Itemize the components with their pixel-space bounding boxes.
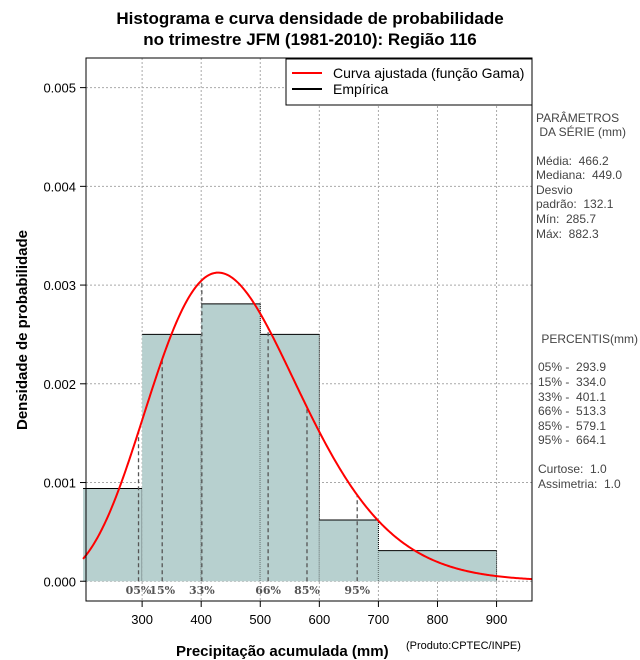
stat-media: Média: 466.2 [536, 154, 609, 168]
chart-title-line-2: no trimestre JFM (1981-2010): Região 116 [143, 30, 477, 49]
percentile-label-0: 05% [126, 584, 152, 597]
percentile-label-5: 95% [344, 584, 370, 597]
x-tick-label-3: 600 [308, 612, 330, 627]
histogram-bar-1 [142, 334, 202, 582]
plot-frame [85, 57, 533, 602]
x-tick-label-6: 900 [486, 612, 508, 627]
histogram-bar-0 [83, 488, 143, 582]
stat-max: Máx: 882.3 [536, 227, 599, 241]
y-tick-label-3: 0.003 [43, 278, 76, 293]
y-tick-label-5: 0.005 [43, 81, 76, 96]
percentil-33: 33% - 401.1 [538, 390, 607, 404]
legend-box [285, 58, 533, 106]
x-tick-label-5: 800 [427, 612, 449, 627]
y-tick-label-0: 0.000 [43, 574, 76, 589]
percentil-95: 95% - 664.1 [538, 433, 607, 447]
product-credit: (Produto:CPTEC/INPE) [406, 640, 521, 652]
stat-desvio-line-1: Desvio [536, 183, 573, 197]
y-axis-label: Densidade de probabilidade [14, 230, 31, 430]
percentil-15: 15% - 334.0 [538, 375, 607, 389]
y-tick-label-2: 0.002 [43, 377, 76, 392]
histogram-bar-2 [201, 303, 261, 582]
x-tick-label-2: 500 [249, 612, 271, 627]
params-title-line-2: DA SÉRIE (mm) [536, 125, 627, 139]
histogram-bars [83, 303, 498, 582]
x-tick-label-0: 300 [131, 612, 153, 627]
stat-min: Mín: 285.7 [536, 212, 597, 226]
y-tick-label-1: 0.001 [43, 476, 76, 491]
x-axis-label: Precipitação acumulada (mm) [176, 643, 389, 660]
params-title-line-1: PARÂMETROS [536, 111, 620, 125]
gamma-fit-curve [82, 271, 533, 581]
stat-curtose: Curtose: 1.0 [538, 462, 607, 476]
percentile-label-4: 85% [294, 584, 320, 597]
percentis-title: PERCENTIS(mm) [538, 332, 638, 346]
percentile-label-3: 66% [255, 584, 281, 597]
y-tick-label-4: 0.004 [43, 179, 76, 194]
histogram-bar-4 [319, 520, 379, 582]
gamma-curve-group [82, 271, 533, 581]
stat-desvio-line-2: padrão: 132.1 [536, 197, 614, 211]
legend-label-curve: Curva ajustada (função Gama) [333, 65, 524, 81]
x-tick-label-4: 700 [368, 612, 390, 627]
percentil-05: 05% - 293.9 [538, 360, 607, 374]
chart-title: Histograma e curva densidade de probabil… [0, 8, 620, 50]
percentile-label-1: 15% [149, 584, 175, 597]
axes: 300 400 500 600 700 800 900 0.000 0.001 0.002 0.00… [43, 57, 533, 627]
legend: Curva ajustada (função Gama) Empírica [285, 58, 533, 106]
stat-assimetria: Assimetria: 1.0 [538, 477, 621, 491]
percentile-label-2: 33% [189, 584, 215, 597]
percentile-markers: 05%15% 33% 66% 85% 95% [126, 280, 371, 597]
legend-label-empirical: Empírica [333, 81, 388, 97]
percentil-85: 85% - 579.1 [538, 419, 607, 433]
chart-title-line-1: Histograma e curva densidade de probabil… [116, 9, 504, 28]
stat-mediana: Mediana: 449.0 [536, 168, 623, 182]
x-tick-label-1: 400 [190, 612, 212, 627]
histogram-bar-5 [378, 550, 497, 582]
histogram-bar-3 [260, 334, 320, 582]
percentil-66: 66% - 513.3 [538, 404, 607, 418]
